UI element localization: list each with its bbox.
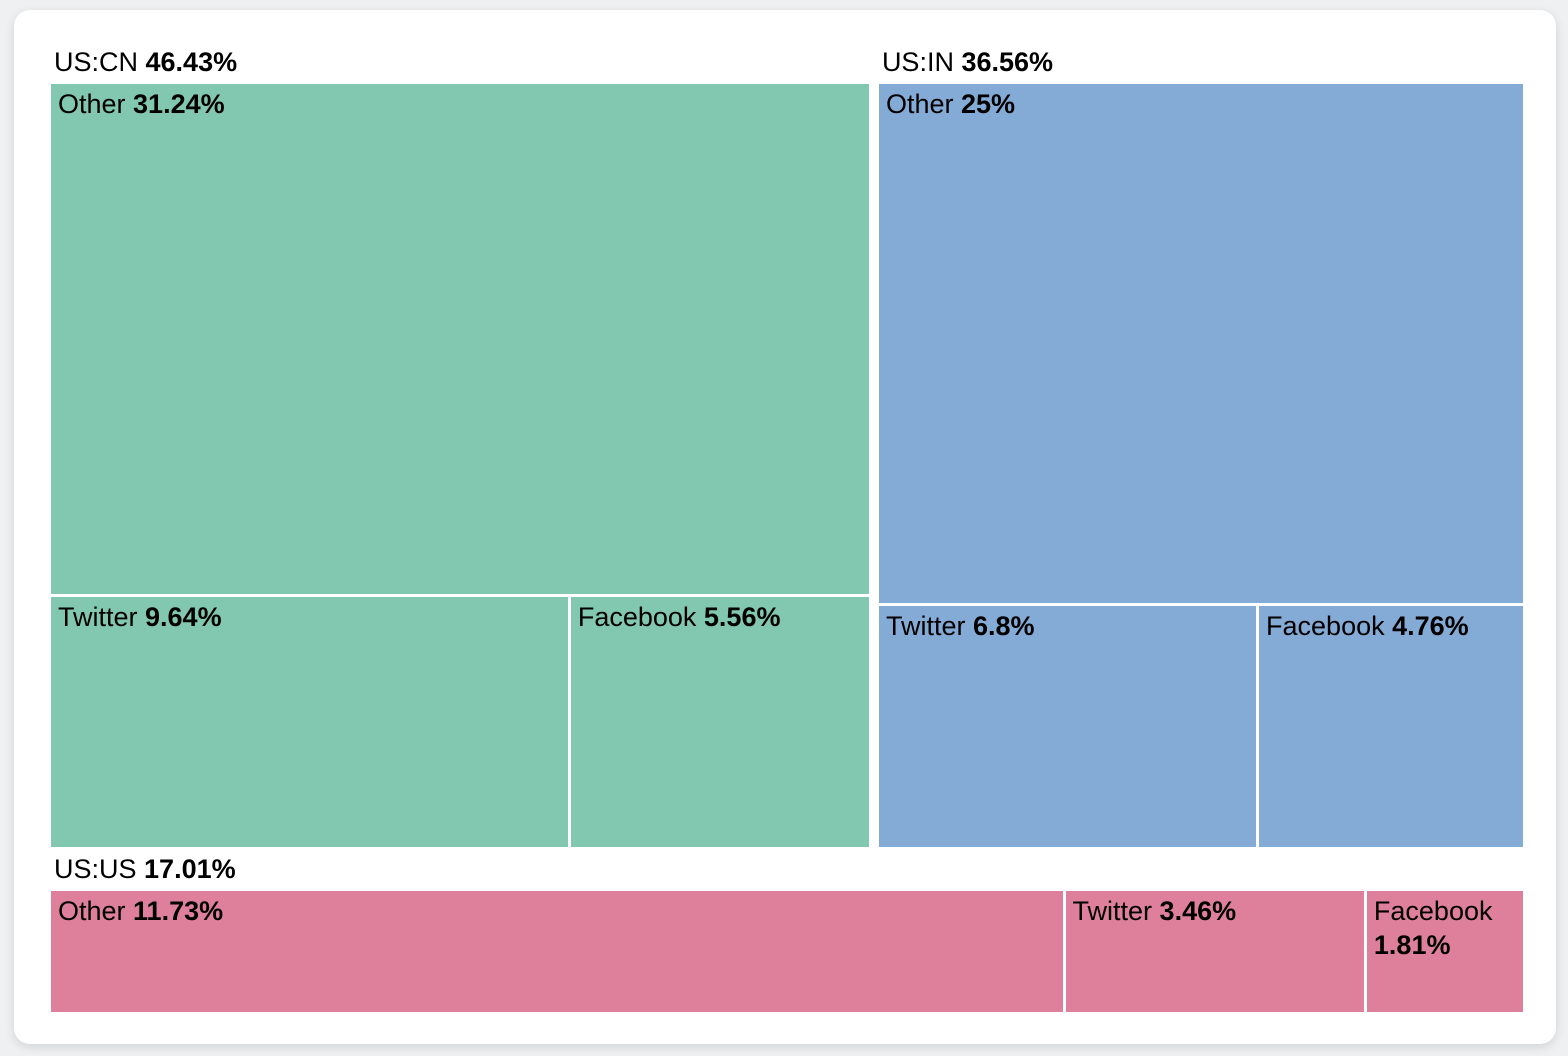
label-text: Other [885,89,961,119]
treemap-group-header-us-in: US:IN 36.56% [879,40,1523,84]
label-value: 4.76% [1392,610,1469,641]
label-value: 11.73% [133,895,224,926]
treemap-node-twitter[interactable]: Twitter 3.46% [1065,890,1364,1012]
treemap: US:CN 46.43% Other 31.24% Twitter 9.64% Fac… [51,40,1523,1012]
label-value: 5.56% [703,602,781,633]
label-value: 17.01% [144,853,236,884]
label-value: 6.8% [972,610,1035,641]
label-text: US:IN [881,47,962,77]
treemap-node-facebook[interactable]: Facebook 4.76% [1259,605,1523,847]
chart-card: US:CN 46.43% Other 31.24% Twitter 9.64% Fac… [14,10,1556,1044]
label-value: 31.24% [133,89,225,119]
label-value: 46.43% [145,47,238,77]
treemap-node-twitter[interactable]: Twitter 6.8% [878,605,1257,847]
label-value: 36.56% [961,47,1054,77]
label-text: US:CN [54,47,146,77]
label-text: Twitter [1072,895,1160,926]
label-value: 1.81% [1373,929,1451,960]
treemap-node-twitter[interactable]: Twitter 9.64% [51,597,568,847]
label-text: Facebook [1373,895,1493,926]
label-value: 25% [960,89,1016,119]
treemap-node-other[interactable]: Other 25% [878,84,1523,603]
label-value: 9.64% [145,602,222,633]
treemap-node-other[interactable]: Other 11.73% [51,890,1063,1012]
treemap-group-header-us-cn: US:CN 46.43% [51,40,869,84]
label-text: Twitter [58,602,146,633]
label-text: US:US [54,853,145,884]
label-value: 3.46% [1159,895,1237,926]
label-text: Twitter [885,610,973,641]
label-text: Other [58,895,134,926]
label-text: Facebook [1266,610,1393,641]
treemap-node-facebook[interactable]: Facebook 5.56% [570,597,869,847]
label-text: Facebook [577,602,704,633]
label-text: Other [58,89,134,119]
treemap-node-facebook[interactable]: Facebook 1.81% [1366,890,1523,1012]
treemap-node-other[interactable]: Other 31.24% [51,84,869,595]
treemap-group-header-us-us: US:US 17.01% [51,847,1523,891]
